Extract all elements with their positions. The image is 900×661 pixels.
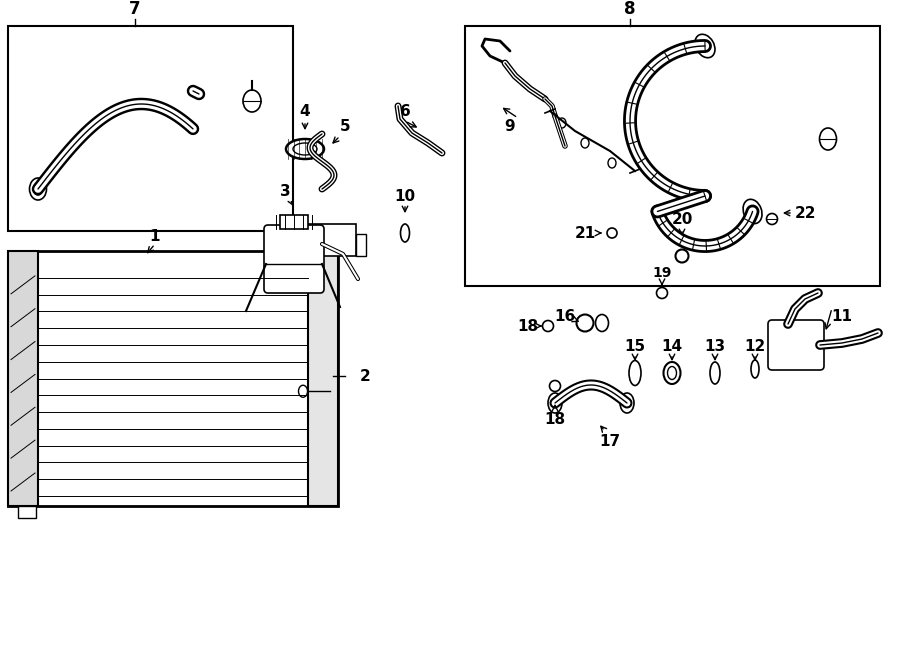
Text: 19: 19 — [652, 266, 671, 280]
Ellipse shape — [548, 393, 562, 413]
Ellipse shape — [596, 315, 608, 332]
FancyBboxPatch shape — [264, 225, 324, 293]
Bar — [308, 224, 356, 256]
Ellipse shape — [629, 360, 641, 385]
Text: 10: 10 — [394, 188, 416, 204]
Text: 11: 11 — [832, 309, 852, 323]
Text: 3: 3 — [280, 184, 291, 198]
Text: 21: 21 — [574, 225, 596, 241]
Text: 20: 20 — [671, 212, 693, 227]
Text: 13: 13 — [705, 338, 725, 354]
Text: 16: 16 — [554, 309, 576, 323]
Text: 7: 7 — [130, 0, 140, 18]
Text: 12: 12 — [744, 338, 766, 354]
Text: 14: 14 — [662, 338, 682, 354]
Ellipse shape — [543, 321, 553, 332]
Ellipse shape — [751, 360, 759, 378]
Text: 18: 18 — [544, 412, 565, 426]
Ellipse shape — [577, 315, 593, 332]
Ellipse shape — [663, 362, 680, 384]
Ellipse shape — [400, 224, 410, 242]
Ellipse shape — [299, 385, 308, 397]
Ellipse shape — [286, 139, 324, 159]
Ellipse shape — [656, 288, 668, 299]
Text: 15: 15 — [625, 338, 645, 354]
Bar — [8, 26, 293, 231]
Ellipse shape — [668, 366, 677, 379]
Bar — [465, 26, 880, 286]
FancyBboxPatch shape — [768, 320, 824, 370]
Ellipse shape — [820, 128, 836, 150]
Ellipse shape — [608, 158, 616, 168]
Ellipse shape — [607, 228, 617, 238]
Ellipse shape — [620, 393, 634, 413]
Ellipse shape — [710, 362, 720, 384]
Bar — [8, 251, 338, 506]
Ellipse shape — [30, 178, 47, 200]
Ellipse shape — [743, 200, 762, 223]
Bar — [18, 506, 36, 518]
Ellipse shape — [767, 214, 778, 225]
Ellipse shape — [243, 90, 261, 112]
Ellipse shape — [695, 34, 715, 58]
Bar — [356, 234, 366, 256]
Bar — [8, 251, 38, 506]
Ellipse shape — [676, 249, 688, 262]
Text: 6: 6 — [400, 104, 410, 118]
Ellipse shape — [293, 143, 317, 155]
Text: 2: 2 — [360, 368, 371, 383]
Ellipse shape — [581, 138, 589, 148]
Text: 8: 8 — [625, 0, 635, 18]
Text: 1: 1 — [149, 229, 160, 243]
Ellipse shape — [33, 183, 42, 195]
Text: 17: 17 — [599, 434, 621, 449]
Text: 9: 9 — [505, 118, 516, 134]
Bar — [280, 215, 308, 229]
Ellipse shape — [558, 118, 566, 128]
Text: 22: 22 — [795, 206, 815, 221]
Text: 4: 4 — [300, 104, 310, 118]
Bar — [308, 251, 338, 506]
Text: 18: 18 — [518, 319, 538, 334]
Ellipse shape — [550, 381, 561, 391]
Text: 5: 5 — [339, 118, 350, 134]
